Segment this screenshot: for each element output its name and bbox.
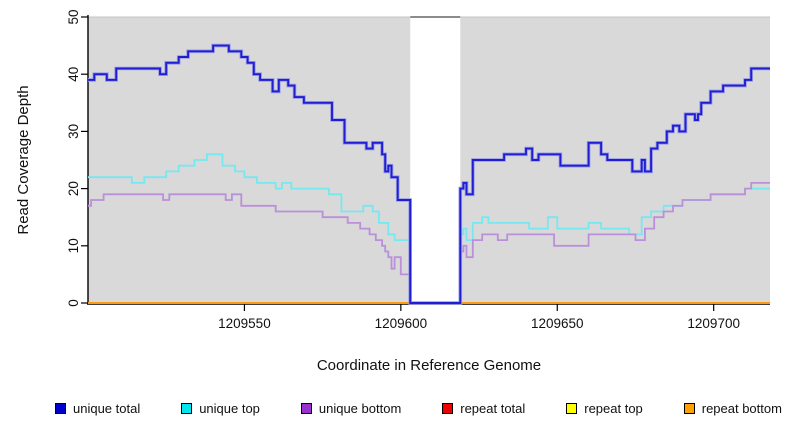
- x-axis-title: Coordinate in Reference Genome: [316, 357, 542, 374]
- y-tick-label: 30: [66, 124, 81, 139]
- legend: unique total unique top unique bottom repea…: [55, 398, 782, 418]
- x-tick-label: 1209700: [687, 316, 740, 331]
- legend-label-unique-total: unique total: [73, 400, 141, 416]
- y-tick-label: 10: [66, 238, 81, 253]
- legend-swatch-repeat-bottom: [683, 402, 695, 414]
- x-tick-label: 1209600: [375, 316, 428, 331]
- y-tick-label: 50: [66, 9, 81, 24]
- series-line-unique-bottom: [88, 182, 770, 304]
- legend-swatch-repeat-total: [442, 402, 454, 414]
- y-tick-label: 20: [66, 181, 81, 196]
- y-axis-title: Read Coverage Depth: [15, 85, 32, 235]
- legend-swatch-unique-total: [55, 402, 66, 414]
- legend-item-unique-bottom: unique bottom: [300, 400, 402, 416]
- x-tick-label: 1209650: [531, 316, 584, 331]
- y-tick-label: 40: [66, 67, 81, 82]
- masked-region: [410, 15, 461, 303]
- legend-item-repeat-total: repeat total: [442, 401, 525, 416]
- legend-label-unique-top: unique top: [199, 400, 260, 416]
- legend-item-unique-top: unique top: [181, 401, 260, 416]
- legend-label-repeat-bottom: repeat bottom: [701, 400, 782, 416]
- legend-swatch-repeat-top: [566, 402, 578, 414]
- legend-label-repeat-top: repeat top: [584, 400, 643, 416]
- y-tick-label: 0: [66, 299, 81, 307]
- x-tick-label: 1209550: [218, 316, 271, 331]
- series-line-unique-total: [88, 44, 770, 304]
- plot-area: 0 10 20 30 40 50 1209550 1209600 1209650 1209700: [66, 9, 770, 331]
- legend-item-repeat-top: repeat top: [566, 401, 643, 416]
- legend-label-unique-bottom: unique bottom: [318, 400, 402, 416]
- legend-label-repeat-total: repeat total: [460, 400, 526, 416]
- legend-item-repeat-bottom: repeat bottom: [683, 400, 782, 416]
- legend-item-unique-total: unique total: [55, 401, 140, 416]
- legend-swatch-unique-top: [181, 402, 193, 414]
- series-line-unique-top: [88, 153, 770, 304]
- legend-swatch-unique-bottom: [300, 402, 312, 414]
